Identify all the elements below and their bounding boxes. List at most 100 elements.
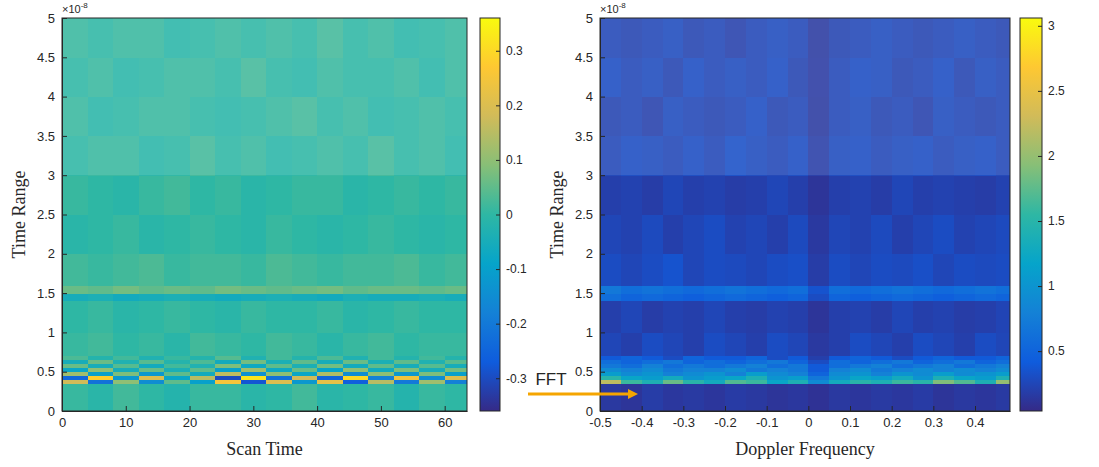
y-tick-label: 1.5 — [37, 286, 55, 301]
heatmap-cell — [829, 360, 850, 364]
heatmap-cell — [663, 215, 684, 255]
x-tick-mark — [975, 406, 976, 411]
heatmap-cell — [850, 332, 871, 356]
heatmap-cells — [600, 18, 1010, 411]
heatmap-cell — [621, 372, 642, 376]
heatmap-cell — [954, 215, 975, 255]
heatmap-cell — [746, 360, 767, 364]
heatmap-cell — [113, 380, 139, 384]
heatmap-cell — [683, 380, 704, 384]
heatmap-cell — [368, 383, 394, 411]
x-tick-label: 50 — [374, 415, 388, 430]
heatmap-cell — [642, 376, 663, 380]
heatmap-cell — [829, 380, 850, 384]
heatmap-cell — [725, 332, 746, 356]
heatmap-cell — [954, 285, 975, 293]
y-tick-label: 5 — [48, 11, 55, 26]
heatmap-cell — [746, 301, 767, 333]
colorbar-tick-label: 2.5 — [1048, 84, 1065, 98]
x-tick: 0.1 — [841, 406, 859, 430]
heatmap-cell — [642, 383, 663, 411]
x-tick-mark — [445, 406, 446, 411]
heatmap-cell — [621, 301, 642, 333]
heatmap-cell — [683, 301, 704, 333]
heatmap-cell — [683, 376, 704, 380]
x-tick: -0.4 — [631, 406, 653, 430]
y-tick-label: 2 — [586, 246, 593, 261]
heatmap-cell — [62, 293, 88, 301]
colorbar-tick-mark — [1038, 351, 1042, 352]
heatmap-cell — [663, 175, 684, 215]
heatmap-cell — [215, 175, 241, 215]
x-tick-label: -0.3 — [673, 415, 695, 430]
y-tick-mark — [600, 293, 605, 294]
heatmap-cell — [829, 383, 850, 411]
colorbar-tick-label: 1.5 — [1048, 214, 1065, 228]
heatmap-cell — [600, 372, 621, 376]
heatmap-cell — [996, 285, 1010, 293]
heatmap-cell — [683, 293, 704, 301]
y-tick-label: 5 — [586, 11, 593, 26]
heatmap-cell — [139, 254, 165, 286]
heatmap-cell — [241, 215, 267, 255]
heatmap-cell — [788, 175, 809, 215]
heatmap-cell — [621, 215, 642, 255]
heatmap-cell — [746, 293, 767, 301]
heatmap-cell — [62, 360, 88, 364]
heatmap-cell — [600, 364, 621, 368]
heatmap-cell — [850, 380, 871, 384]
heatmap-cell — [850, 175, 871, 215]
colorbar-tick: 2.5 — [1038, 84, 1065, 98]
heatmap-cell — [241, 360, 267, 364]
colorbar-tick: 0 — [496, 208, 513, 222]
heatmap-cell — [683, 332, 704, 356]
heatmap-cell — [892, 301, 913, 333]
heatmap-cell — [933, 364, 954, 368]
colorbar-tick: 2 — [1038, 149, 1055, 163]
heatmap-cell — [704, 285, 725, 293]
y-multiplier-exponent: -8 — [619, 1, 627, 10]
heatmap-cell — [317, 285, 343, 293]
heatmap-cell — [190, 285, 216, 293]
heatmap-cell — [317, 332, 343, 356]
heatmap-cell — [394, 380, 420, 384]
heatmap-cell — [113, 372, 139, 376]
heatmap-cell — [933, 380, 954, 384]
heatmap-cell — [725, 383, 746, 411]
y-multiplier: ×10-8 — [600, 1, 626, 15]
heatmap-cell — [767, 376, 788, 380]
heatmap-cell — [829, 254, 850, 286]
heatmap-cell — [642, 301, 663, 333]
heatmap-cell — [190, 380, 216, 384]
colorbar-tick-mark — [496, 378, 500, 379]
heatmap-cell — [292, 254, 318, 286]
heatmap-cell — [954, 356, 975, 360]
heatmap-cell — [829, 293, 850, 301]
heatmap-cell — [621, 380, 642, 384]
heatmap-cell — [975, 301, 996, 333]
y-tick-mark — [600, 332, 605, 333]
heatmap-cell — [829, 175, 850, 215]
heatmap-cell — [368, 301, 394, 333]
heatmap-cell — [996, 254, 1010, 286]
heatmap-cell — [933, 360, 954, 364]
heatmap-cell — [767, 368, 788, 372]
heatmap-cell — [62, 332, 88, 356]
heatmap-cell — [88, 364, 114, 368]
heatmap-cell — [241, 293, 267, 301]
heatmap-cell — [725, 293, 746, 301]
heatmap-cell — [746, 285, 767, 293]
heatmap-cell — [663, 301, 684, 333]
watermark-tint — [600, 18, 1010, 175]
heatmap-cell — [704, 356, 725, 360]
heatmap-cell — [621, 364, 642, 368]
heatmap-cell — [164, 285, 190, 293]
heatmap-cell — [317, 360, 343, 364]
heatmap-cell — [808, 254, 829, 286]
heatmap-cell — [850, 372, 871, 376]
x-tick-label: -0.2 — [714, 415, 736, 430]
heatmap-cell — [62, 383, 88, 411]
x-axis-title: Doppler Frequency — [735, 439, 874, 459]
heatmap-cell — [113, 175, 139, 215]
heatmap-cell — [419, 293, 445, 301]
